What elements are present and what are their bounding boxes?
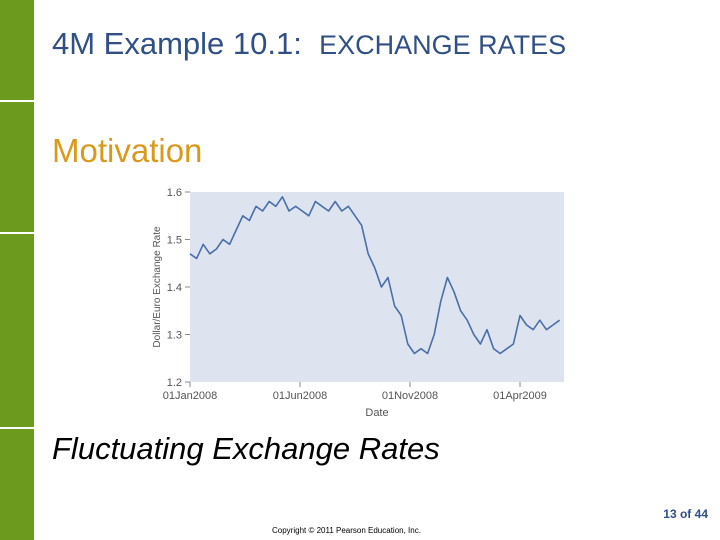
x-tick-label: 01Jan2008 — [163, 390, 217, 402]
x-tick-label: 01Apr2009 — [493, 390, 547, 402]
x-tick-label: 01Nov2008 — [382, 390, 438, 402]
plot-area — [190, 192, 564, 382]
x-tick-label: 01Jun2008 — [273, 390, 327, 402]
y-tick-label: 1.2 — [167, 377, 182, 389]
slide-title: 4M Example 10.1: EXCHANGE RATES — [52, 26, 566, 62]
y-tick-label: 1.5 — [167, 235, 182, 247]
page-counter: 13 of 44 — [663, 507, 708, 521]
sidebar-notch — [0, 100, 34, 102]
copyright-notice: Copyright © 2011 Pearson Education, Inc. — [272, 526, 421, 535]
chart-caption: Fluctuating Exchange Rates — [52, 431, 440, 466]
sidebar-accent — [0, 0, 34, 540]
sidebar-notch — [0, 427, 34, 429]
y-tick-label: 1.6 — [167, 187, 182, 199]
x-axis-label: Date — [365, 407, 388, 419]
title-caps: EXCHANGE RATES — [319, 30, 567, 60]
title-prefix: 4M Example 10.1: — [52, 26, 302, 61]
sidebar-notch — [0, 232, 34, 234]
y-tick-label: 1.4 — [167, 282, 182, 294]
slide-subtitle: Motivation — [52, 132, 203, 169]
y-axis-label: Dollar/Euro Exchange Rate — [152, 226, 163, 348]
y-tick-label: 1.3 — [167, 330, 182, 342]
exchange-rate-series-line — [189, 196, 561, 355]
exchange-rate-chart: 1.2 1.3 1.4 1.5 1.6 01Jan2008 01Jun2008 01Nov20… — [152, 187, 564, 419]
